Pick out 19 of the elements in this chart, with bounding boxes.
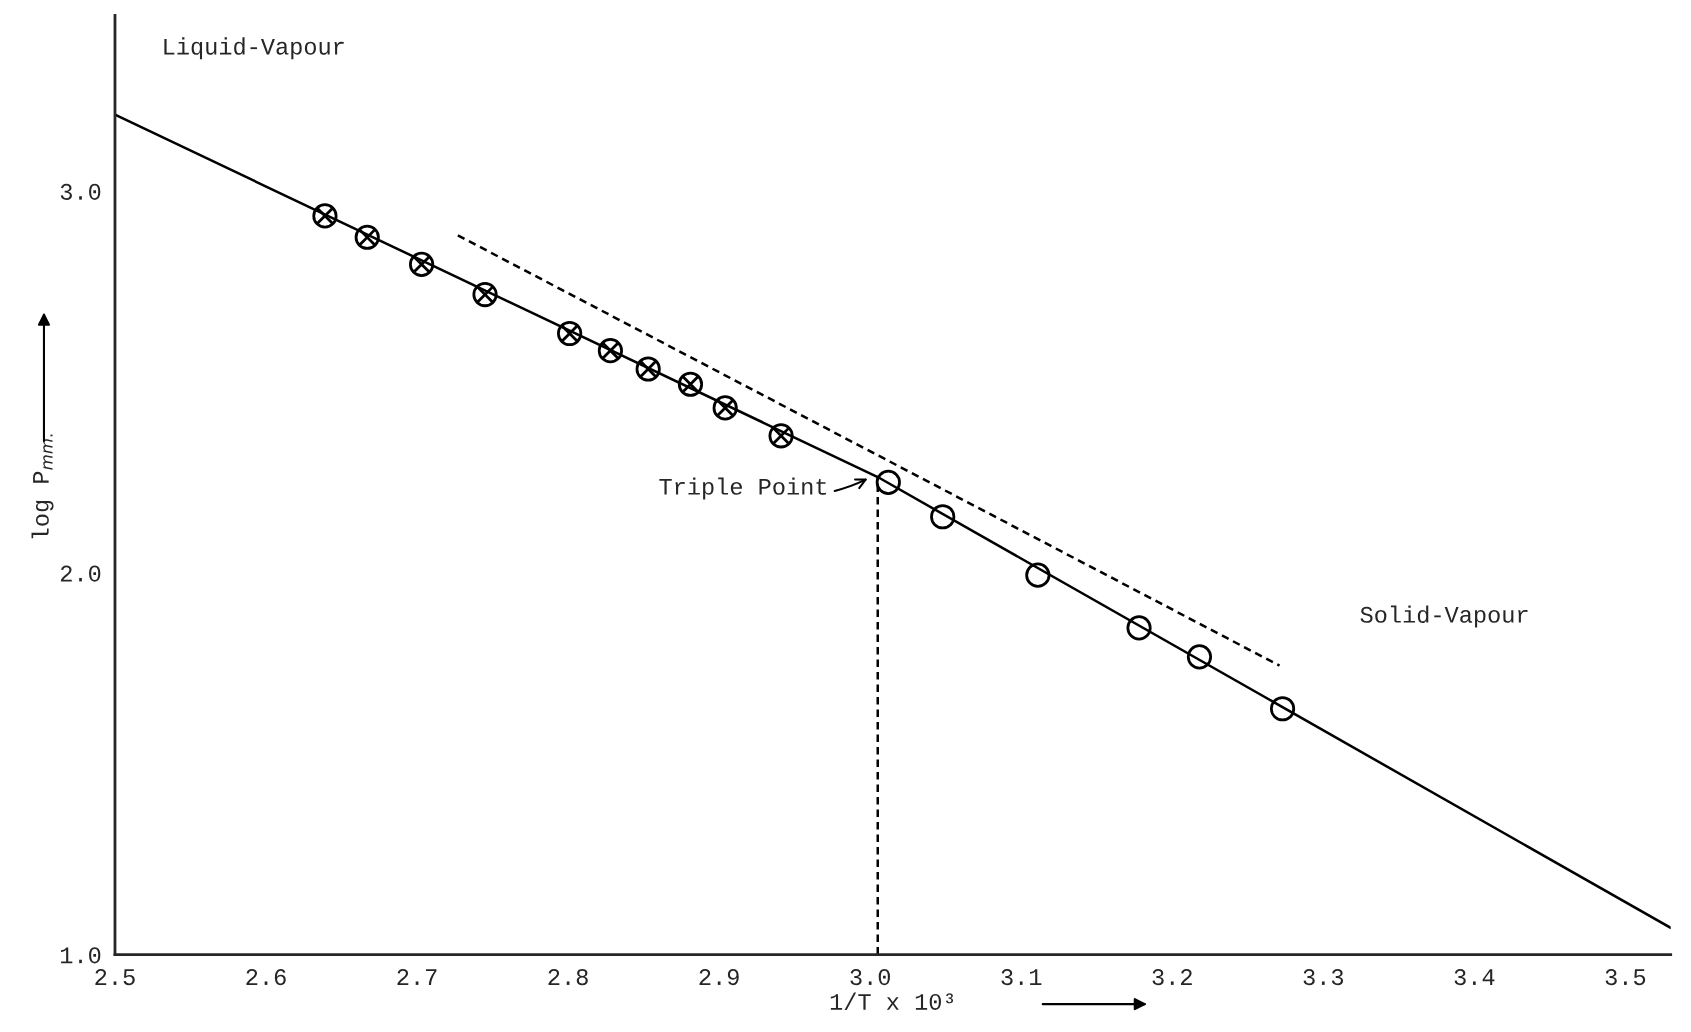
- y-tick-label: 1.0: [60, 947, 101, 964]
- y-tick-label: 2.0: [60, 565, 101, 582]
- x-tick-label: 2.6: [246, 969, 286, 986]
- x-tick-label: 2.7: [397, 969, 437, 985]
- x-tick-label: 3.2: [1152, 969, 1192, 986]
- x-tick-label: 2.9: [699, 969, 739, 986]
- y-axis-title: log P$_{mm.}$: [31, 434, 54, 539]
- x-tick-label: 2.8: [548, 969, 588, 986]
- x-tick-label: 3.3: [1303, 969, 1344, 986]
- x-axis-title: 1/T x 10³: [830, 992, 954, 1010]
- x-tick-label: 3.4: [1454, 969, 1495, 986]
- x-tick-label: 2.5: [95, 969, 135, 986]
- annotation: Solid-Vapour: [1360, 605, 1528, 628]
- annotation: Liquid-Vapour: [164, 37, 344, 60]
- x-tick-label: 3.5: [1605, 969, 1646, 986]
- y-tick-label: 3.0: [60, 183, 101, 200]
- x-tick-label: 3.0: [850, 969, 890, 986]
- annotation: Triple Point: [659, 477, 827, 500]
- x-tick-label: 3.1: [1001, 969, 1042, 986]
